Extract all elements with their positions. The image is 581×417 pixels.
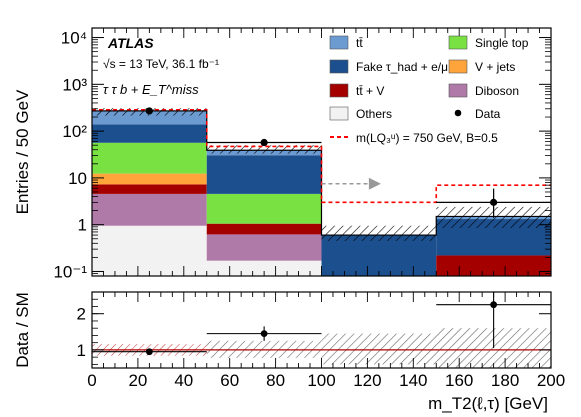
bar-diboson-bin-0 [92,193,207,226]
bar-fake-had-e-bin-0 [92,124,207,143]
bar-fake-had-e-bin-2 [321,235,437,276]
ratio-point-2 [490,301,498,309]
legend-swatch-fake-tau [329,59,349,74]
legend-swatch-single-top [448,35,468,50]
uncertainty-bin-1 [206,145,322,154]
legend-label-data: Data [475,107,501,121]
legend-marker-data [454,109,462,117]
legend-label-signal: m(LQ₃ᵘ) = 750 GeV, B=0.5 [356,131,498,145]
legend-label-ttbar: tt̄ [356,36,363,50]
legend-swatch-ttbar [329,35,349,50]
y-tick-label-5: 10⁴ [61,29,87,48]
legend-label-fake-tau: Fake τ_had + e/μ [356,60,448,74]
uncertainty-bin-2 [321,225,437,241]
data-point-2 [490,198,498,206]
lower-axes: 120 20 40 60 80 100 120 140 160 180 200 [77,292,565,390]
x-tick-label-4: 80 [266,371,285,390]
ratio-axis-title: Data / SM [13,292,32,368]
data-point-1 [260,138,268,147]
y-tick-label-1: 1 [78,216,87,235]
ratio-point-0 [145,348,153,356]
bar-fake-had-e-bin-1 [206,155,322,194]
bar-diboson-bin-1 [206,234,322,261]
legend-swatch-ttv [329,83,349,98]
data-points [92,107,551,218]
x-tick-label-9: 180 [491,371,519,390]
ratio-point-1 [260,330,268,338]
bar-v-jets-bin-0 [92,173,207,185]
bar-tt-v-bin-3 [436,255,551,276]
legend: tt̄ Single top Fake τ_had + e/μ V + jets… [329,35,529,145]
x-tick-label-5: 100 [307,371,335,390]
legend-label-others: Others [356,107,392,121]
bar-others-bin-1 [206,260,322,276]
y-tick-label-3: 10² [62,122,87,141]
x-tick-label-6: 120 [353,371,381,390]
y-tick-label-0: 10⁻¹ [53,262,87,281]
legend-label-ttv: tt̄ + V [356,84,384,98]
energy-label: √s = 13 TeV, 36.1 fb⁻¹ [103,57,219,71]
bar-tt-v-bin-1 [206,223,322,235]
legend-swatch-others [329,106,349,121]
x-tick-label-2: 40 [174,371,193,390]
ratio-tick-label-0: 1 [77,341,86,360]
stacked-histogram [92,110,551,276]
signal-line [92,109,551,204]
x-tick-label-8: 160 [445,371,473,390]
bar-single-top-bin-1 [206,193,322,224]
legend-swatch-v-jets [448,59,468,74]
ratio-band-bin-2 [321,333,437,365]
x-tick-label-1: 20 [128,371,147,390]
upper-axes: 10⁻¹ 1 10 10² 10³ 10⁴ [53,28,552,281]
bar-tt-v-bin-0 [92,184,207,194]
legend-label-diboson: Diboson [475,84,519,98]
atlas-label: ATLAS [107,35,154,51]
ratio-points [92,292,551,356]
signal-histogram [92,109,551,204]
bar-others-bin-0 [92,225,207,276]
signal-arrow-head [368,177,381,190]
y-tick-label-4: 10³ [62,75,87,94]
legend-label-single-top: Single top [475,36,529,50]
x-tick-label-3: 60 [220,371,239,390]
y-tick-label-2: 10 [68,169,87,188]
data-point-0 [145,107,153,115]
x-tick-label-0: 0 [87,371,96,390]
legend-label-v-jets: V + jets [475,60,515,74]
bar-single-top-bin-0 [92,142,207,174]
legend-swatch-diboson [448,83,468,98]
x-axis-title: m_T2(ℓ,τ) [GeV] [428,394,548,413]
x-tick-label-7: 140 [399,371,427,390]
x-tick-label-10: 200 [537,371,565,390]
ratio-tick-label-1: 2 [77,305,86,324]
region-label: τ τ b + E_T^miss [103,82,199,97]
y-axis-title: Entries / 50 GeV [13,89,32,214]
